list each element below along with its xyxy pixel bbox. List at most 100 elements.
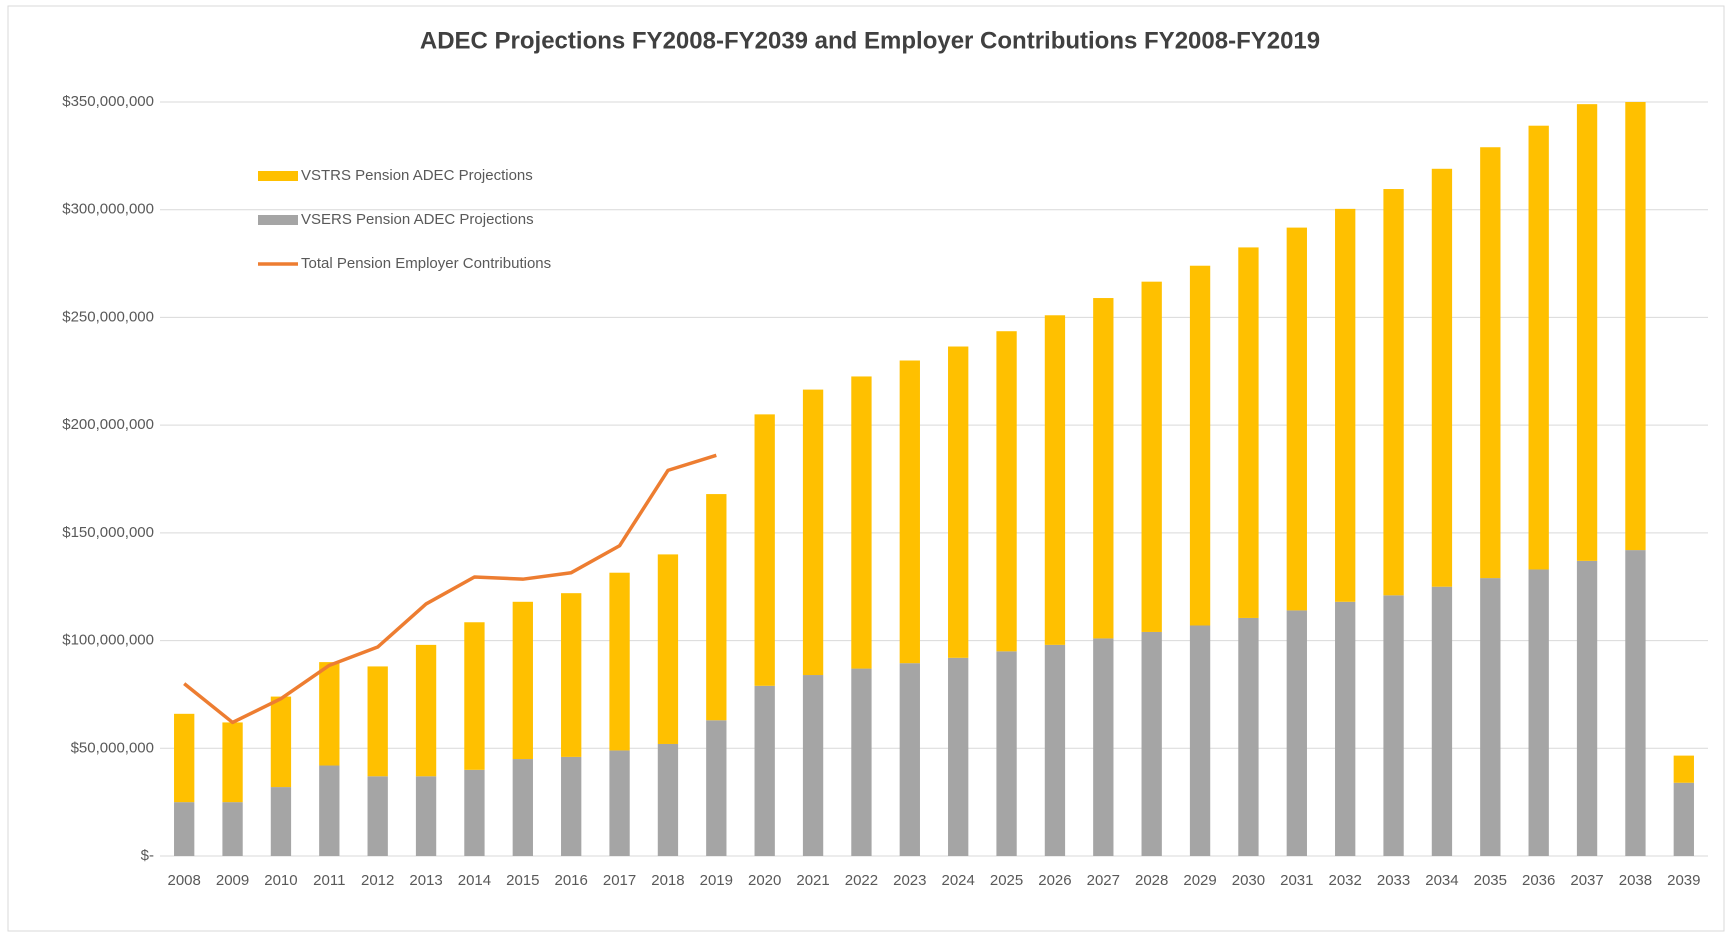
bar (996, 331, 1017, 652)
legend-swatch (258, 215, 298, 225)
x-tick-label: 2018 (651, 872, 684, 889)
bar (1480, 147, 1501, 579)
bar (222, 722, 243, 803)
x-tick-label: 2014 (458, 872, 491, 889)
x-tick-label: 2029 (1183, 872, 1216, 889)
x-tick-label: 2036 (1522, 872, 1555, 889)
bar (851, 668, 872, 856)
bar (415, 776, 437, 856)
x-tick-label: 2011 (313, 872, 345, 889)
bar (1044, 644, 1066, 856)
bar (1528, 569, 1549, 856)
bar (174, 802, 195, 856)
bar (1673, 755, 1694, 783)
bar (657, 743, 679, 856)
y-tick-label: $- (141, 847, 154, 864)
bar (996, 651, 1017, 856)
x-tick-label: 2010 (264, 872, 297, 889)
bar (561, 756, 582, 856)
bar (851, 376, 872, 669)
bar (802, 389, 824, 676)
x-tick-label: 2023 (893, 872, 926, 889)
x-tick-label: 2015 (506, 872, 539, 889)
bar (1286, 610, 1307, 856)
bar (706, 494, 727, 721)
bar (415, 644, 437, 777)
legend-label: VSTRS Pension ADEC Projections (301, 167, 533, 184)
x-tick-label: 2020 (748, 872, 781, 889)
bar (174, 713, 195, 803)
bar (1625, 102, 1646, 551)
bar (1431, 168, 1453, 587)
x-tick-label: 2028 (1135, 872, 1168, 889)
line-series (183, 453, 717, 725)
x-tick-label: 2012 (361, 872, 394, 889)
bar (1431, 586, 1453, 856)
bar (1141, 281, 1162, 632)
x-tick-label: 2017 (603, 872, 636, 889)
x-tick-label: 2026 (1038, 872, 1071, 889)
bar (222, 802, 243, 856)
bar (270, 787, 292, 856)
bar (464, 622, 485, 770)
y-tick-label: $350,000,000 (62, 93, 154, 110)
x-tick-label: 2008 (168, 872, 201, 889)
bar (754, 414, 775, 686)
x-tick-label: 2035 (1474, 872, 1507, 889)
x-tick-label: 2013 (409, 872, 442, 889)
x-tick-label: 2019 (700, 872, 733, 889)
y-tick-label: $150,000,000 (62, 524, 154, 541)
x-tick-label: 2037 (1570, 872, 1603, 889)
bar (948, 346, 969, 658)
bar (1576, 104, 1598, 561)
bar (1141, 631, 1162, 856)
bar (899, 360, 920, 664)
bar (319, 662, 340, 766)
bar (512, 759, 533, 856)
x-tick-label: 2039 (1667, 872, 1700, 889)
legend-label: Total Pension Employer Contributions (301, 255, 551, 272)
bar (367, 666, 388, 777)
bar (1383, 189, 1404, 596)
y-tick-label: $300,000,000 (62, 201, 154, 218)
bar (754, 685, 775, 856)
bar (1335, 208, 1356, 602)
x-tick-label: 2024 (942, 872, 975, 889)
bar (1480, 578, 1501, 856)
y-tick-label: $50,000,000 (71, 739, 154, 756)
x-tick-label: 2021 (796, 872, 829, 889)
chart-title: ADEC Projections FY2008-FY2039 and Emplo… (420, 27, 1320, 54)
x-tick-label: 2009 (216, 872, 249, 889)
x-tick-label: 2032 (1329, 872, 1362, 889)
bar (1189, 625, 1211, 856)
bar (899, 663, 920, 856)
bar (1189, 265, 1211, 626)
x-tick-label: 2033 (1377, 872, 1410, 889)
bar (657, 554, 679, 744)
x-tick-label: 2016 (555, 872, 588, 889)
x-tick-label: 2034 (1425, 872, 1458, 889)
x-tick-label: 2038 (1619, 872, 1652, 889)
y-tick-label: $100,000,000 (62, 632, 154, 649)
bar (1383, 595, 1404, 856)
bar (1238, 247, 1259, 618)
bar (464, 769, 485, 856)
bar (1238, 617, 1259, 856)
legend-label: VSERS Pension ADEC Projections (301, 211, 534, 228)
legend-swatch (258, 171, 298, 181)
bar (1528, 125, 1549, 570)
bar (609, 572, 630, 751)
bar (367, 776, 388, 856)
bar (1044, 315, 1066, 645)
bar (512, 601, 533, 760)
x-tick-label: 2027 (1087, 872, 1120, 889)
bar (270, 696, 292, 788)
bar (1673, 782, 1694, 856)
bar (948, 657, 969, 856)
y-tick-label: $250,000,000 (62, 308, 154, 325)
x-tick-label: 2025 (990, 872, 1023, 889)
x-tick-label: 2022 (845, 872, 878, 889)
x-tick-label: 2031 (1280, 872, 1313, 889)
y-tick-label: $200,000,000 (62, 416, 154, 433)
